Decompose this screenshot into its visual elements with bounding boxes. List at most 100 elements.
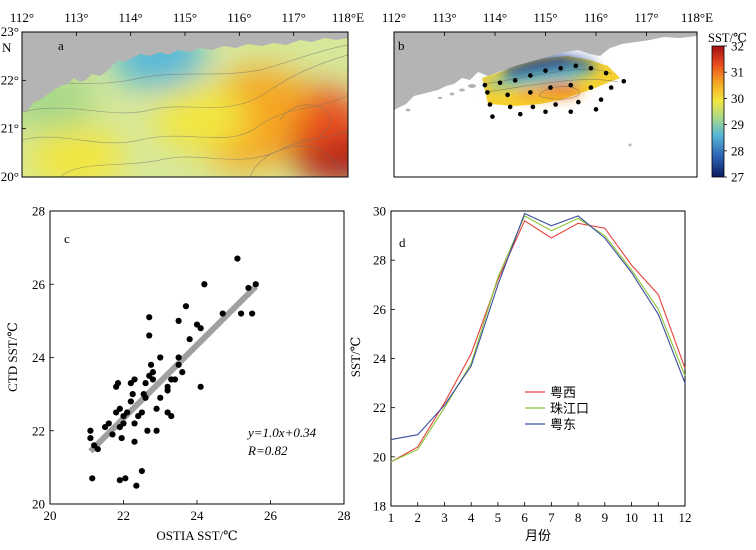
ctd-station-3 — [528, 73, 533, 78]
scatter-point-48 — [175, 361, 182, 368]
ctd-station-11 — [528, 90, 533, 95]
scatter-point-16 — [122, 475, 129, 482]
scatter-point-36 — [149, 369, 156, 376]
d-ytick-label-5: 28 — [373, 253, 386, 268]
scatter-point-22 — [131, 420, 138, 427]
ctd-station-27 — [593, 107, 599, 112]
scatter-point-54 — [197, 383, 204, 390]
b-xtick-label-1: 113° — [432, 10, 456, 25]
scatter-point-64 — [120, 413, 127, 420]
ctd-station-15 — [608, 85, 614, 90]
colorbar: 32 31 30 29 28 27 SST/℃ — [708, 31, 747, 185]
ctd-station-6 — [573, 63, 579, 69]
scatter-point-4 — [94, 445, 101, 453]
ctd-station-19 — [530, 104, 536, 110]
scatter-point-39 — [153, 427, 160, 434]
scatter-point-49 — [175, 354, 182, 361]
colorbar-title: SST/℃ — [708, 31, 747, 45]
scatter-point-7 — [109, 431, 116, 438]
scatter-point-3 — [89, 475, 96, 482]
scatter-point-24 — [133, 482, 140, 489]
ctd-station-13 — [568, 82, 574, 88]
cbar-tick-label-3: 29 — [731, 117, 744, 132]
ctd-station-23 — [490, 114, 495, 119]
ctd-station-24 — [517, 111, 523, 117]
d-xtick-label-2: 3 — [441, 510, 448, 525]
panel-a-y-unit: N — [2, 40, 12, 55]
scatter-point-37 — [149, 376, 156, 383]
scatter-point-46 — [171, 376, 179, 383]
d-xtick-label-1: 2 — [414, 510, 421, 525]
panel-a-sst-map: a 112° 113° 114° 115° 116° 117° 118°E 23° 22° 21… — [1, 10, 364, 184]
scatter-point-20 — [129, 391, 136, 398]
scatter-point-28 — [142, 380, 149, 387]
c-ytick-label-3: 26 — [32, 277, 46, 292]
ctd-station-25 — [543, 109, 548, 115]
b-xtick-label-3: 115° — [533, 10, 557, 25]
ctd-station-22 — [598, 97, 604, 102]
scatter-point-63 — [179, 369, 186, 376]
panel-d-xlabel: 月份 — [525, 528, 551, 543]
d-ytick-label-3: 24 — [373, 351, 387, 366]
scatter-point-1 — [87, 434, 94, 442]
a-xtick-label-1: 113° — [64, 10, 88, 25]
scatter-point-53 — [197, 325, 204, 332]
ctd-station-7 — [588, 65, 594, 71]
ctd-station-2 — [512, 78, 518, 83]
scatter-point-61 — [252, 281, 259, 288]
a-ytick-label-1: 22° — [1, 72, 19, 87]
scatter-point-50 — [182, 303, 190, 310]
d-ytick-label-4: 26 — [373, 302, 387, 317]
ctd-station-12 — [548, 85, 553, 90]
ctd-station-9 — [485, 90, 490, 95]
scatter-point-33 — [147, 361, 155, 368]
sst-blob-5 — [28, 125, 125, 177]
d-xtick-label-11: 12 — [679, 510, 692, 525]
scatter-point-32 — [146, 332, 153, 339]
scatter-point-35 — [138, 467, 145, 475]
scatter-point-38 — [153, 405, 160, 412]
series-line-1 — [390, 215, 686, 463]
a-xtick-label-3: 115° — [173, 10, 197, 25]
a-xtick-label-2: 114° — [119, 10, 143, 25]
scatter-point-57 — [234, 255, 241, 262]
ctd-station-5 — [558, 65, 563, 71]
c-xtick-label-2: 24 — [191, 508, 205, 523]
scatter-point-34 — [146, 314, 153, 321]
ctd-station-17 — [487, 102, 493, 107]
d-xtick-label-8: 9 — [602, 510, 609, 525]
a-xtick-label-6: 118°E — [332, 10, 364, 25]
a-xtick-label-0: 112° — [10, 10, 34, 25]
scatter-point-0 — [87, 427, 94, 434]
panel-c-scatter: 20 22 24 26 28 20 22 24 26 28 c y=1.0x+0.34 R=0.… — [5, 204, 351, 544]
scatter-point-40 — [157, 394, 164, 401]
correlation-coefficient: R=0.82 — [247, 443, 288, 458]
series-line-2 — [390, 212, 686, 441]
scatter-point-14 — [118, 434, 125, 442]
ctd-station-4 — [543, 68, 548, 73]
scatter-point-23 — [131, 438, 138, 445]
d-xtick-label-4: 5 — [495, 510, 502, 525]
panel-b-ctd-map: b 112° 113° 114° 115° 116° 117° 118°E 32 31 30 29… — [382, 10, 747, 185]
scatter-point-11 — [116, 405, 123, 412]
c-ytick-label-0: 20 — [32, 497, 45, 512]
c-xtick-label-4: 28 — [338, 508, 351, 523]
a-ytick-label-0: 23° — [1, 24, 19, 39]
scatter-point-45 — [168, 413, 175, 420]
scatter-point-62 — [157, 354, 164, 361]
scatter-point-59 — [245, 284, 252, 292]
regression-line — [88, 284, 258, 454]
ctd-station-18 — [507, 104, 513, 110]
scatter-point-29 — [142, 394, 149, 401]
d-ytick-label-2: 22 — [373, 400, 386, 415]
d-ytick-label-0: 18 — [373, 499, 386, 514]
a-ytick-label-2: 21° — [1, 121, 19, 136]
scatter-point-43 — [164, 387, 171, 394]
ctd-station-20 — [553, 102, 558, 107]
cbar-tick-label-4: 28 — [731, 143, 744, 158]
regression-equation: y=1.0x+0.34 — [246, 425, 317, 440]
ctd-station-8 — [603, 70, 609, 76]
